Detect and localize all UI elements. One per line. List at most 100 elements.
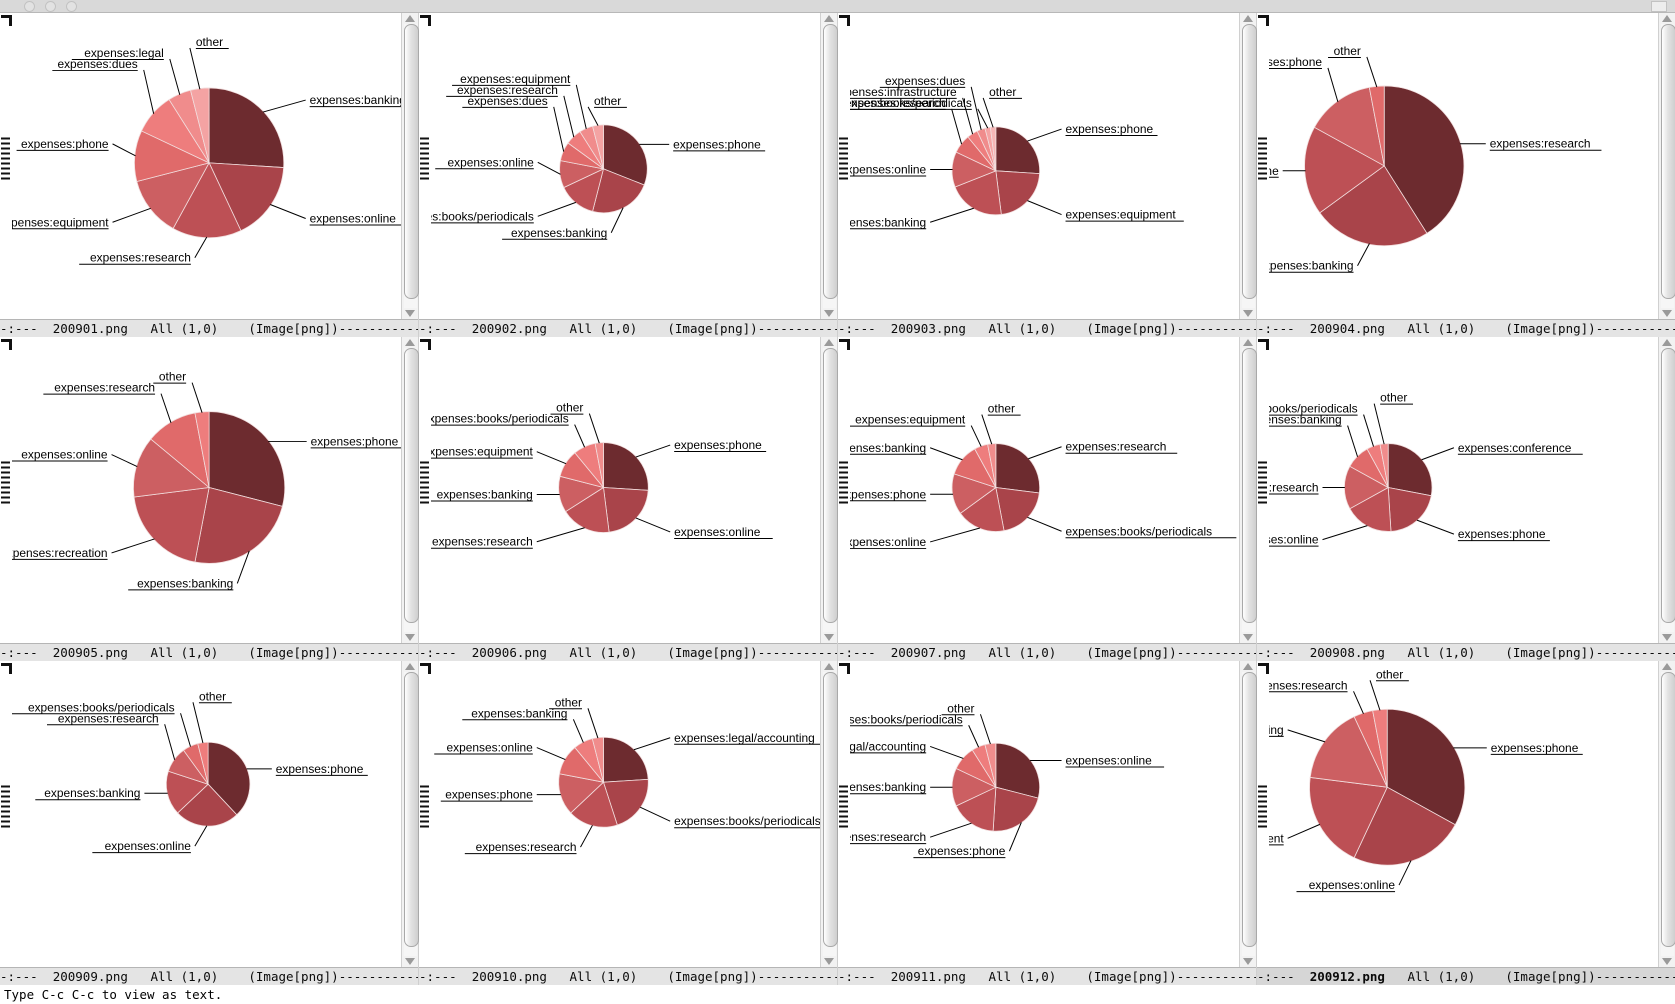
- mode-line[interactable]: -:--- 200911.png All (1,0) (Image[png])-…: [838, 967, 1256, 985]
- scrollbar-track[interactable]: [1660, 672, 1675, 956]
- vertical-scrollbar[interactable]: [401, 661, 419, 967]
- scroll-down-arrow-icon[interactable]: [1662, 634, 1672, 641]
- mode-line[interactable]: -:--- 200908.png All (1,0) (Image[png])-…: [1257, 643, 1675, 661]
- vertical-scrollbar[interactable]: [1239, 661, 1257, 967]
- mode-line[interactable]: -:--- 200902.png All (1,0) (Image[png])-…: [419, 319, 837, 337]
- scrollbar-track[interactable]: [403, 672, 419, 956]
- mode-line-buffer-name[interactable]: 200904.png: [1309, 321, 1385, 336]
- mode-line[interactable]: -:--- 200904.png All (1,0) (Image[png])-…: [1257, 319, 1675, 337]
- mode-line-buffer-name[interactable]: 200907.png: [890, 645, 966, 660]
- mode-line-buffer-name[interactable]: 200901.png: [52, 321, 128, 336]
- emacs-window-200902[interactable]: expenses:phone expenses:banking expenses:b…: [419, 13, 838, 337]
- scroll-down-arrow-icon[interactable]: [824, 310, 834, 317]
- emacs-window-200910[interactable]: expenses:legal/accounting expenses:books/…: [419, 661, 838, 985]
- scroll-down-arrow-icon[interactable]: [405, 958, 415, 965]
- scrollbar-thumb[interactable]: [822, 672, 838, 947]
- scroll-down-arrow-icon[interactable]: [824, 634, 834, 641]
- mode-line[interactable]: -:--- 200903.png All (1,0) (Image[png])-…: [838, 319, 1256, 337]
- vertical-scrollbar[interactable]: [1239, 13, 1257, 319]
- scrollbar-track[interactable]: [822, 672, 838, 956]
- vertical-scrollbar[interactable]: [401, 337, 419, 643]
- mode-line-buffer-name[interactable]: 200902.png: [471, 321, 547, 336]
- scroll-up-arrow-icon[interactable]: [1243, 663, 1253, 670]
- vertical-scrollbar[interactable]: [1658, 337, 1675, 643]
- mode-line[interactable]: -:--- 200907.png All (1,0) (Image[png])-…: [838, 643, 1256, 661]
- minibuffer[interactable]: Type C-c C-c to view as text.: [0, 985, 1675, 1004]
- mode-line-buffer-name[interactable]: 200911.png: [890, 969, 966, 984]
- scroll-down-arrow-icon[interactable]: [1662, 958, 1672, 965]
- scrollbar-thumb[interactable]: [1660, 24, 1675, 299]
- mode-line-buffer-name[interactable]: 200909.png: [52, 969, 128, 984]
- scrollbar-thumb[interactable]: [822, 348, 838, 623]
- mode-line-buffer-name[interactable]: 200910.png: [471, 969, 547, 984]
- scrollbar-thumb[interactable]: [403, 24, 419, 299]
- emacs-window-200904[interactable]: expenses:research expenses:banking expense…: [1257, 13, 1675, 337]
- scrollbar-track[interactable]: [403, 348, 419, 632]
- scrollbar-thumb[interactable]: [1241, 672, 1257, 947]
- scrollbar-thumb[interactable]: [1660, 348, 1675, 623]
- emacs-window-200909[interactable]: expenses:phone expenses:online expenses:ba…: [0, 661, 419, 985]
- scroll-down-arrow-icon[interactable]: [405, 310, 415, 317]
- mode-line[interactable]: -:--- 200912.png All (1,0) (Image[png])-…: [1257, 967, 1675, 985]
- vertical-scrollbar[interactable]: [820, 337, 838, 643]
- scroll-up-arrow-icon[interactable]: [1662, 339, 1672, 346]
- scrollbar-thumb[interactable]: [403, 348, 419, 623]
- tool-dot-2-icon[interactable]: [45, 1, 56, 12]
- vertical-scrollbar[interactable]: [401, 13, 419, 319]
- scroll-down-arrow-icon[interactable]: [1662, 310, 1672, 317]
- scrollbar-track[interactable]: [1241, 24, 1257, 308]
- vertical-scrollbar[interactable]: [1658, 661, 1675, 967]
- scroll-up-arrow-icon[interactable]: [1662, 663, 1672, 670]
- mode-line-buffer-name[interactable]: 200912.png: [1309, 969, 1385, 984]
- scrollbar-thumb[interactable]: [1241, 348, 1257, 623]
- scrollbar-thumb[interactable]: [822, 24, 838, 299]
- toolbar-right-button[interactable]: [1651, 1, 1667, 12]
- scrollbar-track[interactable]: [1660, 24, 1675, 308]
- scrollbar-thumb[interactable]: [403, 672, 419, 947]
- vertical-scrollbar[interactable]: [820, 661, 838, 967]
- emacs-window-200905[interactable]: expenses:phone expenses:banking expenses:r…: [0, 337, 419, 661]
- scroll-up-arrow-icon[interactable]: [1243, 339, 1253, 346]
- scroll-up-arrow-icon[interactable]: [405, 15, 415, 22]
- emacs-window-200903[interactable]: expenses:phone expenses:equipment expenses…: [838, 13, 1257, 337]
- scroll-up-arrow-icon[interactable]: [824, 663, 834, 670]
- scroll-up-arrow-icon[interactable]: [405, 339, 415, 346]
- mode-line-buffer-name[interactable]: 200906.png: [471, 645, 547, 660]
- vertical-scrollbar[interactable]: [1658, 13, 1675, 319]
- emacs-window-200908[interactable]: expenses:conference expenses:phone expense…: [1257, 337, 1675, 661]
- mode-line[interactable]: -:--- 200909.png All (1,0) (Image[png])-…: [0, 967, 418, 985]
- scroll-up-arrow-icon[interactable]: [824, 15, 834, 22]
- scroll-down-arrow-icon[interactable]: [1243, 958, 1253, 965]
- scroll-down-arrow-icon[interactable]: [405, 634, 415, 641]
- scrollbar-track[interactable]: [1660, 348, 1675, 632]
- emacs-window-200912[interactable]: expenses:phone expenses:online expenses:eq…: [1257, 661, 1675, 985]
- mode-line[interactable]: -:--- 200901.png All (1,0) (Image[png])-…: [0, 319, 418, 337]
- scrollbar-track[interactable]: [822, 348, 838, 632]
- mode-line[interactable]: -:--- 200906.png All (1,0) (Image[png])-…: [419, 643, 837, 661]
- emacs-window-200901[interactable]: expenses:banking expenses:online expenses:…: [0, 13, 419, 337]
- mode-line-buffer-name[interactable]: 200903.png: [890, 321, 966, 336]
- scroll-up-arrow-icon[interactable]: [1662, 15, 1672, 22]
- scrollbar-thumb[interactable]: [1241, 24, 1257, 299]
- scrollbar-track[interactable]: [1241, 348, 1257, 632]
- mode-line[interactable]: -:--- 200910.png All (1,0) (Image[png])-…: [419, 967, 837, 985]
- emacs-window-200911[interactable]: expenses:online expenses:phoneexpenses:re…: [838, 661, 1257, 985]
- mode-line-buffer-name[interactable]: 200905.png: [52, 645, 128, 660]
- tool-dot-3-icon[interactable]: [66, 1, 77, 12]
- emacs-window-200906[interactable]: expenses:phone expenses:online expenses:re…: [419, 337, 838, 661]
- scrollbar-track[interactable]: [403, 24, 419, 308]
- scroll-down-arrow-icon[interactable]: [824, 958, 834, 965]
- scrollbar-track[interactable]: [822, 24, 838, 308]
- vertical-scrollbar[interactable]: [1239, 337, 1257, 643]
- tool-dot-1-icon[interactable]: [24, 1, 35, 12]
- mode-line[interactable]: -:--- 200905.png All (1,0) (Image[png])-…: [0, 643, 418, 661]
- scroll-up-arrow-icon[interactable]: [405, 663, 415, 670]
- scroll-down-arrow-icon[interactable]: [1243, 310, 1253, 317]
- mode-line-buffer-name[interactable]: 200908.png: [1309, 645, 1385, 660]
- scroll-down-arrow-icon[interactable]: [1243, 634, 1253, 641]
- vertical-scrollbar[interactable]: [820, 13, 838, 319]
- scrollbar-track[interactable]: [1241, 672, 1257, 956]
- emacs-window-200907[interactable]: expenses:research expenses:books/periodic…: [838, 337, 1257, 661]
- scroll-up-arrow-icon[interactable]: [824, 339, 834, 346]
- scrollbar-thumb[interactable]: [1660, 672, 1675, 947]
